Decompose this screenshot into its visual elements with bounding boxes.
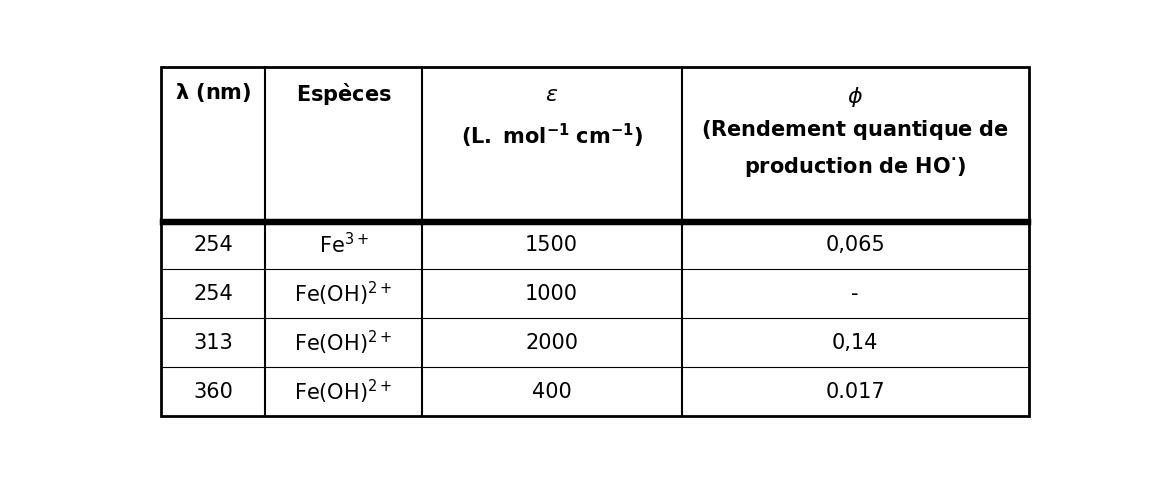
Text: 0.017: 0.017: [825, 382, 885, 402]
Text: $\boldsymbol{\lambda}$ $\mathbf{(nm)}$: $\boldsymbol{\lambda}$ $\mathbf{(nm)}$: [175, 81, 252, 104]
Text: Fe(OH)$^{2+}$: Fe(OH)$^{2+}$: [295, 280, 392, 308]
Text: 1500: 1500: [525, 235, 578, 255]
Text: 0,14: 0,14: [832, 333, 879, 353]
Text: 254: 254: [194, 235, 233, 255]
Text: -: -: [851, 284, 859, 304]
Text: 1000: 1000: [525, 284, 578, 304]
Text: 360: 360: [194, 382, 233, 402]
Text: $\mathbf{Esp\`{e}ces}$: $\mathbf{Esp\`{e}ces}$: [296, 81, 391, 108]
Text: Fe(OH)$^{2+}$: Fe(OH)$^{2+}$: [295, 329, 392, 357]
Text: 254: 254: [194, 284, 233, 304]
Text: 0,065: 0,065: [825, 235, 885, 255]
Text: Fe(OH)$^{2+}$: Fe(OH)$^{2+}$: [295, 378, 392, 406]
Text: 400: 400: [532, 382, 571, 402]
Text: 2000: 2000: [525, 333, 578, 353]
Text: $\mathbf{(L.\ mol^{-1}\ cm^{-1})}$: $\mathbf{(L.\ mol^{-1}\ cm^{-1})}$: [461, 122, 643, 150]
Text: $\phi$: $\phi$: [848, 85, 864, 109]
Text: $\mathbf{production\ de\ HO}$$\mathbf{^{\boldsymbol{\cdot}}}$$\mathbf{)}$: $\mathbf{production\ de\ HO}$$\mathbf{^{…: [744, 155, 966, 179]
Text: $\varepsilon$: $\varepsilon$: [545, 85, 558, 105]
Text: 313: 313: [194, 333, 233, 353]
Text: Fe$^{3+}$: Fe$^{3+}$: [318, 232, 368, 258]
Text: $\mathbf{(Rendement\ quantique\ de}$: $\mathbf{(Rendement\ quantique\ de}$: [701, 118, 1009, 142]
